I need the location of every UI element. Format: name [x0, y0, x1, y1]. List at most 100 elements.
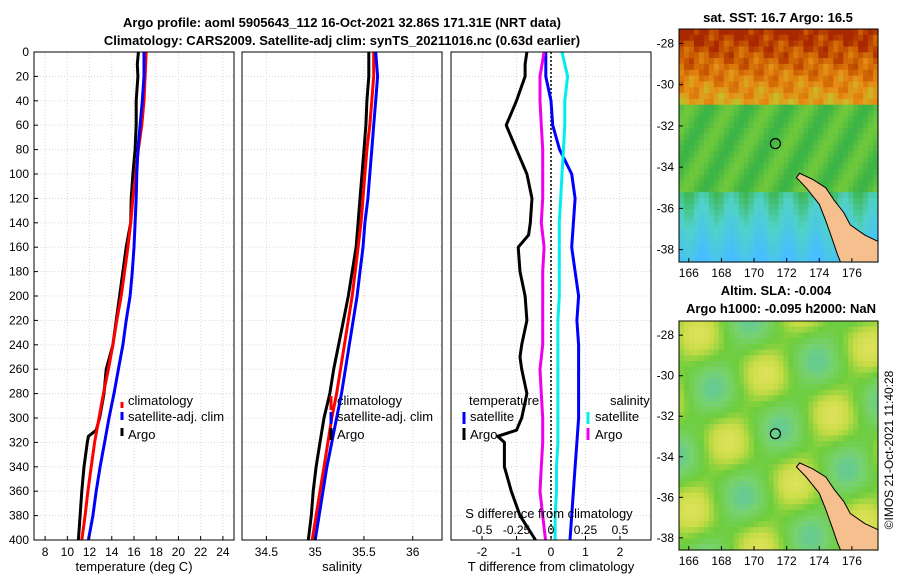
map-cell	[748, 168, 755, 176]
map-cell	[788, 180, 795, 187]
map-cell	[748, 395, 755, 402]
map-cell	[738, 383, 745, 391]
map-cell	[823, 429, 829, 437]
map-cell	[763, 418, 770, 425]
map-cell	[828, 180, 834, 187]
map-cell	[843, 151, 849, 158]
map-cell	[708, 372, 715, 379]
map-cell	[793, 469, 799, 477]
map-cell	[853, 116, 859, 123]
map-cell	[718, 244, 725, 251]
map-cell	[698, 343, 705, 351]
map-cell	[818, 221, 824, 228]
map-cell	[813, 418, 819, 425]
map-cell	[738, 232, 745, 240]
map-cell	[788, 174, 795, 182]
map-cell	[688, 538, 695, 545]
map-cell	[718, 81, 725, 88]
map-cell	[738, 133, 745, 141]
map-cell	[793, 168, 799, 176]
map-cell	[698, 122, 705, 129]
map-cell	[808, 441, 814, 448]
map-cell	[828, 395, 834, 402]
map-cell	[853, 469, 859, 477]
map-cell	[728, 469, 735, 477]
map-cell	[783, 401, 790, 408]
map-cell	[723, 366, 730, 374]
map-cell	[718, 151, 725, 158]
map-cell	[683, 98, 690, 106]
map-cell	[843, 69, 849, 77]
map-cell	[743, 366, 750, 374]
map-cell	[838, 87, 844, 94]
y-tick-label: 220	[9, 313, 29, 327]
map-cell	[823, 521, 829, 528]
map-cell	[863, 418, 869, 425]
map-cell	[753, 238, 760, 246]
map-cell	[703, 429, 710, 437]
map-cell	[703, 343, 710, 351]
map-cell	[788, 372, 795, 379]
map-cell	[843, 162, 849, 170]
map-cell	[838, 378, 844, 385]
map-cell	[713, 332, 720, 339]
map-cell	[758, 174, 765, 182]
map-cell	[718, 332, 725, 339]
map-cell	[833, 168, 839, 176]
map-cell	[748, 81, 755, 88]
map-cell	[838, 128, 844, 135]
map-cell	[738, 504, 745, 511]
map-cell	[873, 424, 879, 431]
map-cell	[778, 244, 785, 251]
map-cell	[679, 221, 685, 228]
map-cell	[838, 81, 844, 88]
map-cell	[708, 52, 715, 59]
map-cell	[793, 504, 799, 511]
map-cell	[718, 58, 725, 65]
map-cell	[768, 250, 775, 257]
map-cell	[703, 475, 710, 482]
map-cell	[813, 168, 819, 176]
map-cell	[778, 338, 785, 345]
map-cell	[768, 180, 775, 187]
map-cell	[733, 349, 740, 356]
map-cell	[728, 395, 735, 402]
map-cell	[763, 424, 770, 431]
map-cell	[693, 81, 700, 88]
map-cell	[798, 116, 804, 123]
map-cell	[788, 122, 795, 129]
map-cell	[873, 110, 879, 117]
map-cell	[698, 162, 705, 170]
map-cell	[863, 412, 869, 419]
map-cell	[738, 221, 745, 228]
map-cell	[713, 81, 720, 88]
map-cell	[838, 162, 844, 170]
map-cell	[853, 464, 859, 471]
map-cell	[688, 515, 695, 522]
map-cell	[868, 215, 874, 222]
map-cell	[768, 509, 775, 517]
map-cell	[833, 116, 839, 123]
map-cell	[803, 538, 809, 545]
map-cell	[808, 338, 814, 345]
map-cell	[718, 435, 725, 442]
map-cell	[778, 221, 785, 228]
map-cell	[713, 104, 720, 112]
map-cell	[723, 69, 730, 77]
map-cell	[783, 157, 790, 164]
map-cell	[703, 366, 710, 374]
map-cell	[723, 209, 730, 216]
map-cell	[718, 441, 725, 448]
map-cell	[683, 321, 690, 328]
map-cell	[679, 87, 685, 94]
map-cell	[703, 481, 710, 488]
map-cell	[793, 395, 799, 402]
map-cell	[768, 151, 775, 158]
map-cell	[858, 464, 864, 471]
map-cell	[733, 332, 740, 339]
map-cell	[733, 458, 740, 465]
map-cell	[688, 481, 695, 488]
map-cell	[798, 209, 804, 216]
map-cell	[698, 446, 705, 454]
map-cell	[723, 81, 730, 88]
